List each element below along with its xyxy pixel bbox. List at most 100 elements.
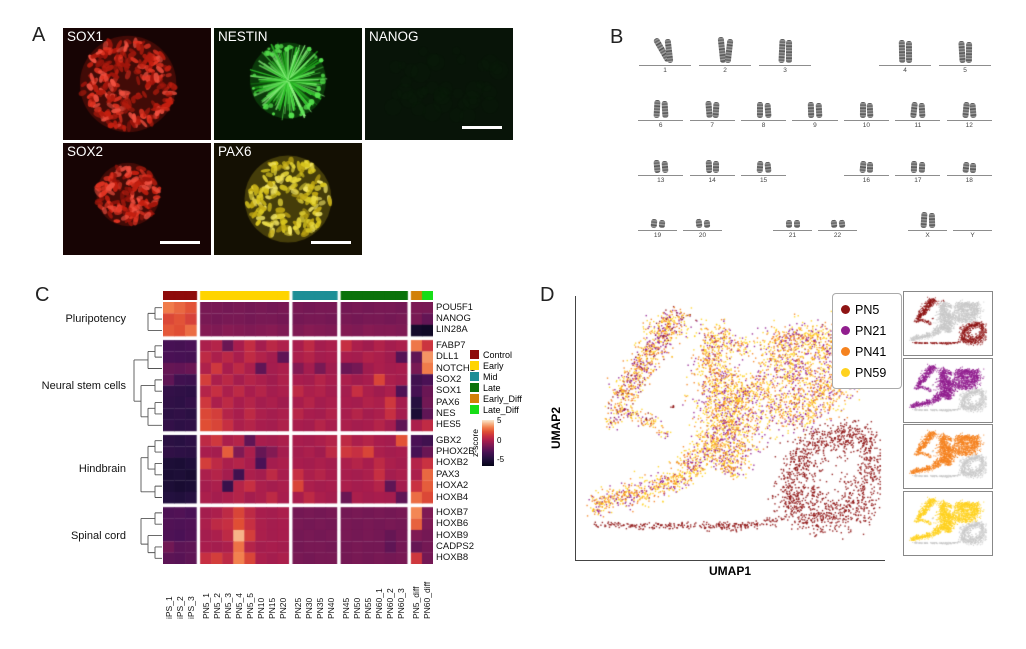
gene-label: HOXB4 [436, 491, 469, 503]
heatmap-legend-item: Early [470, 360, 522, 371]
chromosome-number: 9 [813, 122, 817, 129]
chromosome [777, 38, 785, 64]
chromosome [658, 219, 665, 229]
scale-bar [462, 126, 502, 129]
chromosome [830, 219, 837, 229]
chromosome-number: 5 [963, 67, 967, 74]
micro-image-sox2: SOX2 [63, 143, 211, 255]
chromosome-number: 20 [698, 232, 707, 239]
gene-label: PHOX2B [436, 446, 475, 458]
chromosome-number: 17 [914, 177, 922, 184]
chromosome-number: 10 [862, 122, 871, 129]
umap-thumbnail-canvas [905, 492, 989, 552]
chromosome-number: X [925, 232, 930, 239]
chromosome-pair [717, 24, 733, 64]
heatmap-legend-item: Mid [470, 371, 522, 382]
column-label: PN45 [341, 597, 352, 619]
chromosome-group-17: 17 [892, 134, 943, 184]
chromosome-baseline [843, 120, 890, 121]
chromosome [757, 101, 763, 119]
chromosome-pair [653, 134, 668, 174]
chromosome-baseline [792, 120, 838, 121]
heatmap-legend-item: Late_Diff [470, 404, 522, 415]
column-label: iPS_1 [163, 596, 174, 619]
chromosome-group-Y: Y [950, 189, 995, 239]
chromosome [705, 159, 712, 174]
legend-swatch [470, 361, 479, 370]
chromosome-number: 16 [862, 177, 871, 184]
chromosome [965, 42, 972, 64]
chromosome-number: 4 [903, 67, 907, 74]
heatmap-column-annotation [163, 291, 433, 300]
chromosome-baseline [689, 120, 735, 121]
row-group-label: Hindbrain [78, 463, 126, 476]
umap-x-axis [575, 560, 885, 561]
chromosome-number: 2 [723, 67, 727, 74]
fluorescence-canvas [214, 28, 362, 140]
chromosome [793, 220, 800, 229]
chromosome-pair [808, 79, 822, 119]
stain-label: NANOG [369, 29, 419, 44]
chromosome-group-20: 20 [680, 189, 725, 239]
legend-label: Late_Diff [483, 404, 519, 415]
chromosome-pair [898, 24, 912, 64]
karyotype-row: 6 7 8 9 10 11 12 [635, 79, 995, 129]
gene-label: HOXB7 [436, 506, 469, 518]
legend-swatch [470, 394, 479, 403]
karyotype-spacer [815, 24, 875, 74]
legend-label: Early [483, 360, 504, 371]
column-label: PN55 [363, 597, 374, 619]
stain-label: SOX1 [67, 29, 104, 44]
legend-dot [841, 326, 850, 335]
heatmap-legend-item: Control [470, 349, 522, 360]
karyotype-spacer [725, 189, 770, 239]
chromosome-baseline [758, 65, 812, 66]
chromosome [808, 101, 815, 119]
umap-y-axis [575, 296, 576, 561]
column-label: PN10 [255, 597, 266, 619]
scale-bar [311, 241, 351, 244]
chromosome-number: 19 [653, 232, 662, 239]
chromosome-number: 14 [708, 177, 716, 184]
chromosome-group-18: 18 [944, 134, 995, 184]
chromosome [661, 160, 668, 174]
chromosome-group-11: 11 [892, 79, 943, 129]
column-label: PN35 [315, 597, 326, 619]
gene-label: NOTCH1 [436, 362, 476, 374]
column-label: iPS_3 [185, 596, 196, 619]
column-label: PN30 [304, 597, 315, 619]
umap-legend-item: PN41 [841, 341, 897, 362]
chromosome-number: 18 [965, 177, 973, 184]
karyotype-row: 1 2 3 4 5 [635, 24, 995, 74]
gene-label: POU5F1 [436, 301, 473, 313]
chromosome-group-12: 12 [944, 79, 995, 129]
chromosome-group-X: X [905, 189, 950, 239]
chromosome-pair [859, 79, 874, 119]
chromosome [962, 101, 969, 119]
panel-c-label: C [35, 284, 50, 306]
chromosome-pair [757, 79, 771, 119]
umap-y-axis-title: UMAP2 [549, 407, 563, 450]
panel-a-label: A [32, 24, 46, 46]
chromosome [898, 39, 905, 64]
chromosome-pair [695, 189, 710, 229]
chromosome-pair [910, 79, 925, 119]
chromosome-pair [777, 24, 792, 64]
legend-label: PN5 [855, 302, 880, 317]
chromosome [920, 211, 928, 229]
chromosome-pair [962, 134, 976, 174]
zscore-tick: 5 [497, 416, 502, 425]
umap-legend-item: PN21 [841, 320, 897, 341]
column-label: PN20 [277, 597, 288, 619]
heatmap-legend-item: Late [470, 382, 522, 393]
chromosome [724, 38, 733, 64]
chromosome-group-9: 9 [789, 79, 840, 129]
chromosome [918, 102, 925, 119]
chromosome-baseline [895, 120, 941, 121]
legend-label: PN21 [855, 323, 887, 338]
umap-legend-item: PN5 [841, 299, 897, 320]
chromosome-number: 3 [783, 67, 787, 74]
chromosome-group-8: 8 [738, 79, 789, 129]
chromosome [859, 101, 866, 119]
zscore-colorbar [482, 420, 494, 466]
